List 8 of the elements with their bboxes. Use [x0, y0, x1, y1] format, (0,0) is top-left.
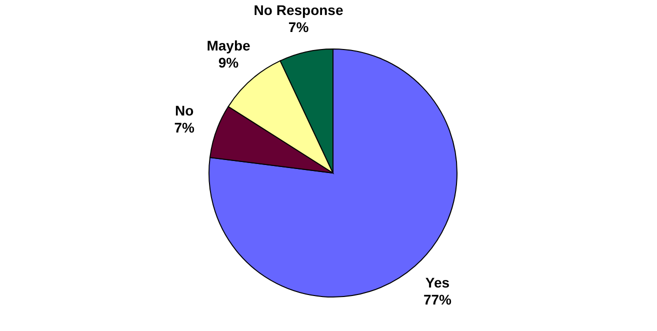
data-label: 9%	[218, 54, 240, 70]
slice-label: No Response	[254, 2, 344, 18]
slice-label: Yes	[425, 274, 450, 291]
slice-label: Maybe	[206, 37, 251, 54]
slice-label: No	[175, 102, 194, 118]
data-label: 7%	[174, 119, 196, 136]
data-label: 7%	[288, 18, 310, 35]
data-label: 77%	[423, 292, 452, 308]
